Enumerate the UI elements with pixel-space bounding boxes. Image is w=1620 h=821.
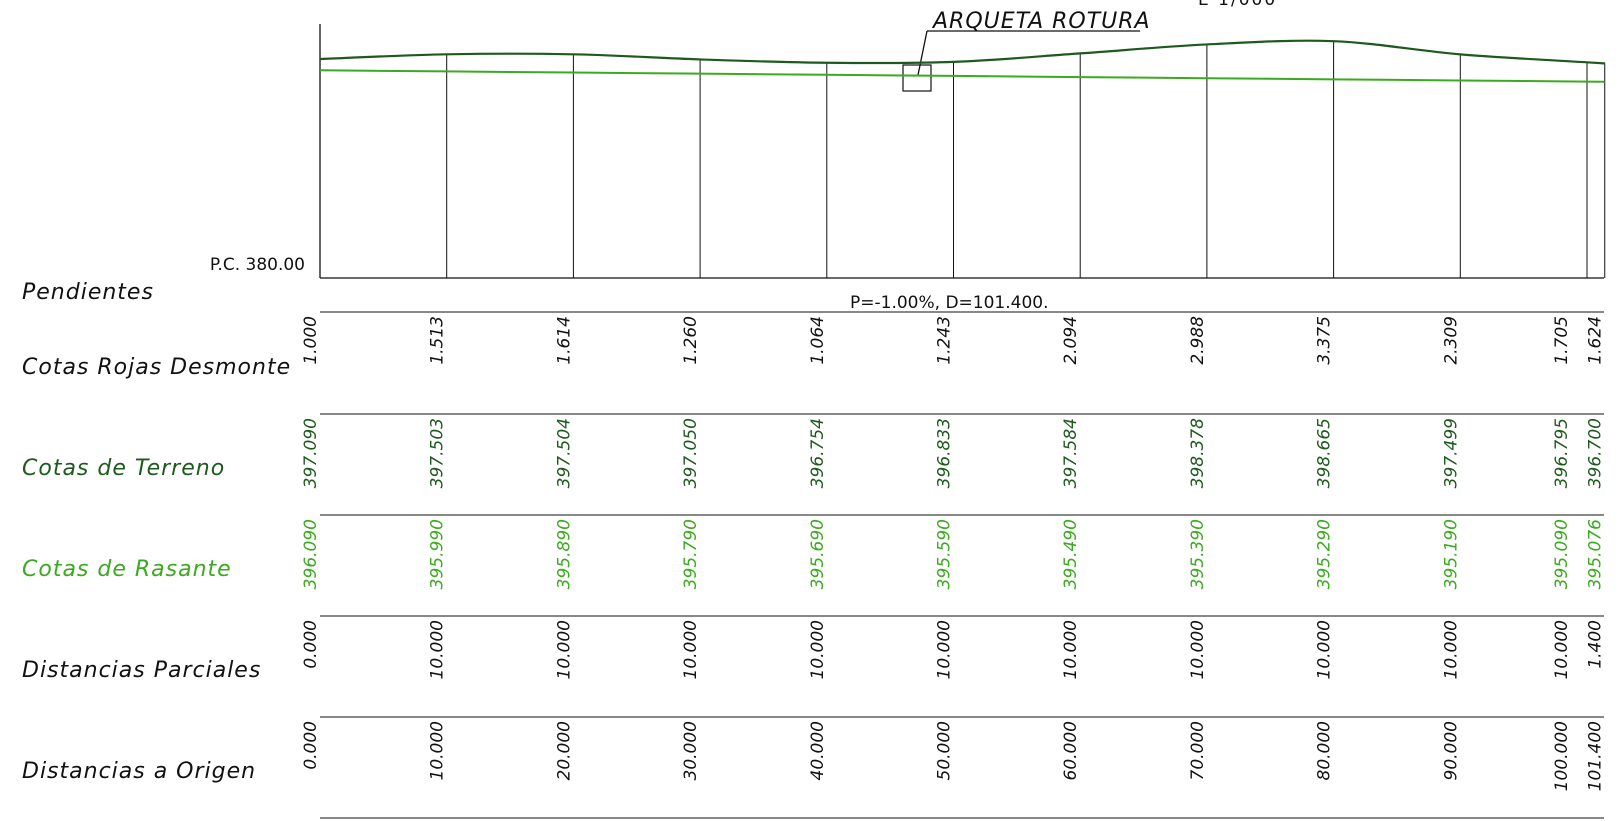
arqueta-box (902, 64, 932, 92)
terreno-value: 398.378 (1188, 418, 1208, 488)
origen-value: 60.000 (1061, 721, 1081, 780)
terreno-value: 396.754 (808, 418, 828, 488)
terreno-value: 397.584 (1061, 418, 1081, 488)
parcial-value: 10.000 (681, 620, 701, 679)
parcial-value: 10.000 (1552, 620, 1572, 679)
parcial-value: 10.000 (428, 620, 448, 679)
parcial-value: 10.000 (554, 620, 574, 679)
terrain-line (319, 39, 1606, 65)
origen-value: 20.000 (554, 721, 574, 780)
rasante-value: 396.090 (301, 519, 321, 589)
parcial-value: 10.000 (1188, 620, 1208, 679)
parcial-value: 10.000 (1441, 620, 1461, 679)
desmonte-value: 1.614 (554, 316, 574, 365)
origen-value: 101.400 (1586, 721, 1606, 791)
row-label-rasante: Cotas de Rasante (22, 557, 232, 582)
origen-value: 40.000 (808, 721, 828, 780)
rasante-value: 395.890 (554, 519, 574, 589)
terreno-value: 397.504 (554, 418, 574, 488)
terreno-value: 396.833 (935, 418, 955, 488)
parcial-value: 10.000 (808, 620, 828, 679)
rasante-value: 395.690 (808, 519, 828, 589)
station-lines (446, 41, 1606, 278)
terreno-value: 397.499 (1441, 418, 1461, 488)
desmonte-value: 1.000 (301, 316, 321, 365)
scale-fragment: E 1/000 (1198, 0, 1277, 10)
row-label-desmonte: Cotas Rojas Desmonte (22, 355, 291, 380)
origen-value: 70.000 (1188, 721, 1208, 780)
rasante-value: 395.790 (681, 519, 701, 589)
arqueta-rotura-label: ARQUETA ROTURA (931, 9, 1151, 34)
row-label-origen: Distancias a Origen (22, 759, 256, 784)
parcial-value: 10.000 (1061, 620, 1081, 679)
terreno-value: 396.795 (1552, 418, 1572, 488)
rasante-value: 395.190 (1441, 519, 1461, 589)
origen-value: 90.000 (1441, 721, 1461, 780)
desmonte-value: 2.094 (1061, 316, 1081, 365)
rasante-value: 395.590 (935, 519, 955, 589)
parcial-value: 10.000 (1315, 620, 1335, 679)
parcial-value: 10.000 (935, 620, 955, 679)
terreno-value: 397.503 (428, 418, 448, 488)
parcial-value: 0.000 (301, 620, 321, 669)
rasante-value: 395.090 (1552, 519, 1572, 589)
rasante-value: 395.490 (1061, 519, 1081, 589)
origen-value: 30.000 (681, 721, 701, 780)
rasante-value: 395.390 (1188, 519, 1208, 589)
desmonte-value: 1.705 (1552, 316, 1572, 365)
parcial-value: 1.400 (1586, 620, 1606, 669)
terreno-value: 396.700 (1586, 418, 1606, 488)
desmonte-value: 1.260 (681, 316, 701, 365)
origen-value: 80.000 (1315, 721, 1335, 780)
rasante-value: 395.990 (428, 519, 448, 589)
row-label-parciales: Distancias Parciales (22, 658, 261, 683)
grade-line (319, 69, 1605, 83)
terreno-value: 397.050 (681, 418, 701, 488)
terreno-value: 397.090 (301, 418, 321, 488)
slope-text: P=-1.00%, D=101.400. (850, 293, 1048, 313)
desmonte-value: 2.309 (1441, 316, 1461, 365)
station-values: 1.000 1.513 1.614 1.260 1.064 1.243 2.094 2.988… (301, 316, 1606, 791)
rasante-value: 395.290 (1315, 519, 1335, 589)
reference-plane-label: P.C. 380.00 (210, 255, 305, 275)
desmonte-value: 1.624 (1586, 316, 1606, 365)
annotation-leader (917, 30, 928, 76)
desmonte-value: 1.513 (428, 316, 448, 365)
rasante-value: 395.076 (1586, 519, 1606, 589)
desmonte-value: 3.375 (1315, 316, 1335, 365)
row-lines (320, 311, 1604, 819)
origen-value: 50.000 (935, 721, 955, 780)
origen-value: 100.000 (1552, 721, 1572, 791)
origen-value: 0.000 (301, 721, 321, 770)
arqueta-rotura-annotation: ARQUETA ROTURA (902, 9, 1151, 92)
row-label-terreno: Cotas de Terreno (22, 456, 225, 481)
origen-value: 10.000 (428, 721, 448, 780)
terreno-value: 398.665 (1315, 418, 1335, 488)
desmonte-value: 1.243 (935, 316, 955, 365)
desmonte-value: 1.064 (808, 316, 828, 365)
row-label-pendientes: Pendientes (22, 280, 154, 305)
desmonte-value: 2.988 (1188, 316, 1208, 365)
